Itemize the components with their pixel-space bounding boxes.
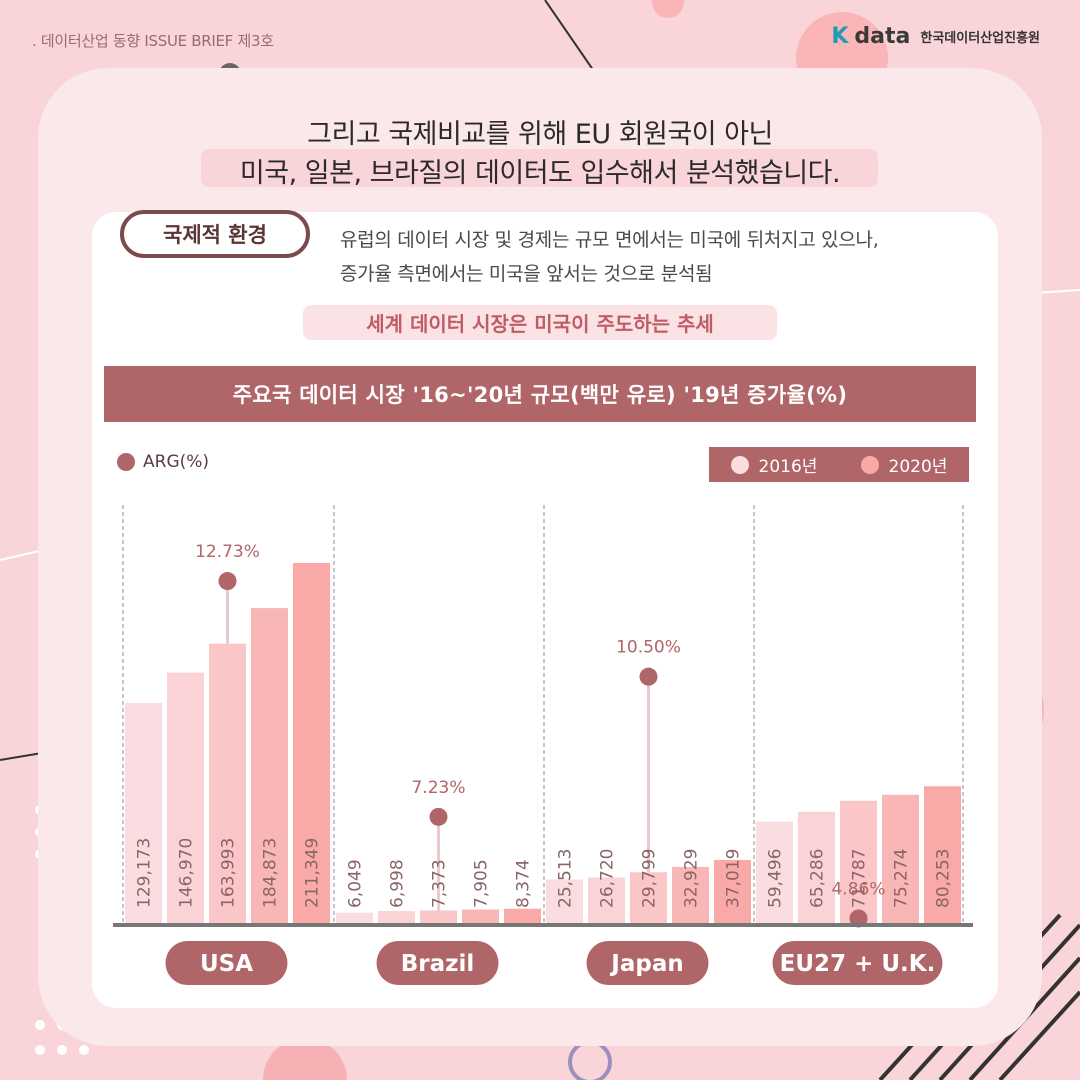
logo-org-name: 한국데이터산업진흥원 xyxy=(920,31,1040,46)
headline-highlight xyxy=(201,149,878,187)
bar-eu27-u-k--2019 xyxy=(882,794,919,923)
bar-value-label: 6,998 xyxy=(388,859,408,908)
bar-value-label: 146,970 xyxy=(177,838,197,908)
bar-brazil-2020 xyxy=(504,908,541,923)
section-label: 국제적 환경 xyxy=(120,210,310,258)
bar-eu27-u-k--2016 xyxy=(756,821,793,923)
bar-value-label: 75,274 xyxy=(892,849,912,908)
category-pill xyxy=(772,941,943,985)
legend-arg: ARG(%) xyxy=(117,452,209,472)
issue-brief-label: . 데이터산업 동향 ISSUE BRIEF 제3호 xyxy=(32,32,274,50)
arg-label: 4.86% xyxy=(831,879,885,899)
legend-arg-label: ARG(%) xyxy=(143,452,210,472)
bar-value-label: 71,787 xyxy=(850,849,870,908)
chart-title: 주요국 데이터 시장 '16~'20년 규모(백만 유로) '19년 증가율(%… xyxy=(104,366,976,422)
category-pill xyxy=(586,941,709,985)
bar-value-label: 184,873 xyxy=(261,838,281,908)
arg-label: 10.50% xyxy=(616,638,681,658)
bar-brazil-2017 xyxy=(378,911,415,923)
bar-japan-2018 xyxy=(630,872,667,923)
bar-value-label: 65,286 xyxy=(808,849,828,908)
bar-usa-2018 xyxy=(209,643,246,923)
bar-brazil-2018 xyxy=(420,910,457,923)
bar-value-label: 32,929 xyxy=(682,849,702,908)
category-pill xyxy=(376,941,499,985)
bar-value-label: 129,173 xyxy=(135,838,155,908)
category-label: USA xyxy=(200,951,253,977)
bar-usa-2020 xyxy=(293,563,330,923)
headline-line1: 그리고 국제비교를 위해 EU 회원국이 아닌 xyxy=(307,119,773,150)
bar-value-label: 29,799 xyxy=(640,849,660,908)
bar-eu27-u-k--2020 xyxy=(924,786,961,923)
section-subtitle: 세계 데이터 시장은 미국이 주도하는 추세 xyxy=(303,305,777,340)
category-pill xyxy=(165,941,288,985)
arg-dot xyxy=(429,807,448,826)
logo-k: K xyxy=(831,24,849,49)
start-dot-icon xyxy=(730,455,749,474)
category-label: Brazil xyxy=(401,951,475,977)
bar-usa-2017 xyxy=(167,672,204,923)
category-label: Japan xyxy=(609,951,683,977)
arg-label: 7.23% xyxy=(411,778,465,798)
logo-data: data xyxy=(854,24,911,49)
arg-label: 12.73% xyxy=(195,542,260,562)
bar-usa-2016 xyxy=(125,702,162,923)
bar-value-label: 59,496 xyxy=(766,849,786,908)
end-dot-icon xyxy=(860,455,879,474)
bar-japan-2016 xyxy=(546,879,583,923)
bar-japan-2017 xyxy=(588,877,625,923)
section-desc-line2: 증가율 측면에서는 미국을 앞서는 것으로 분석됨 xyxy=(340,263,713,285)
legend-end: 2020년 xyxy=(860,452,948,477)
bar-value-label: 7,905 xyxy=(472,859,492,908)
bar-value-label: 37,019 xyxy=(724,849,744,908)
bar-value-label: 7,373 xyxy=(430,859,450,908)
arg-dot xyxy=(849,909,868,928)
bar-eu27-u-k--2017 xyxy=(798,811,835,923)
bar-brazil-2019 xyxy=(462,909,499,923)
legend-start: 2016년 xyxy=(730,452,818,477)
category-label: EU27 + U.K. xyxy=(780,951,936,977)
bar-value-label: 8,374 xyxy=(514,859,534,908)
legend-start-label: 2016년 xyxy=(758,457,818,477)
bar-eu27-u-k--2018 xyxy=(840,800,877,923)
legend-years: 2016년 2020년 xyxy=(709,447,969,482)
arg-dot xyxy=(639,667,658,686)
section-desc-line1: 유럽의 데이터 시장 및 경제는 규모 면에서는 미국에 뒤처지고 있으나, xyxy=(340,229,879,251)
bar-brazil-2016 xyxy=(336,912,373,923)
arg-dot-icon xyxy=(117,453,135,471)
bar-usa-2019 xyxy=(251,608,288,923)
bar-value-label: 80,253 xyxy=(934,849,954,908)
bar-value-label: 6,049 xyxy=(346,859,366,908)
kdata-logo: K data 한국데이터산업진흥원 xyxy=(831,24,1040,49)
bar-value-label: 163,993 xyxy=(219,838,239,908)
bar-value-label: 211,349 xyxy=(303,838,323,908)
bar-japan-2020 xyxy=(714,859,751,923)
bar-value-label: 25,513 xyxy=(556,849,576,908)
arg-dot xyxy=(218,572,237,591)
bar-value-label: 26,720 xyxy=(598,849,618,908)
bar-japan-2019 xyxy=(672,866,709,923)
x-axis-baseline xyxy=(113,923,973,927)
headline-line2: 미국, 일본, 브라질의 데이터도 입수해서 분석했습니다. xyxy=(239,158,841,189)
legend-end-label: 2020년 xyxy=(888,457,948,477)
